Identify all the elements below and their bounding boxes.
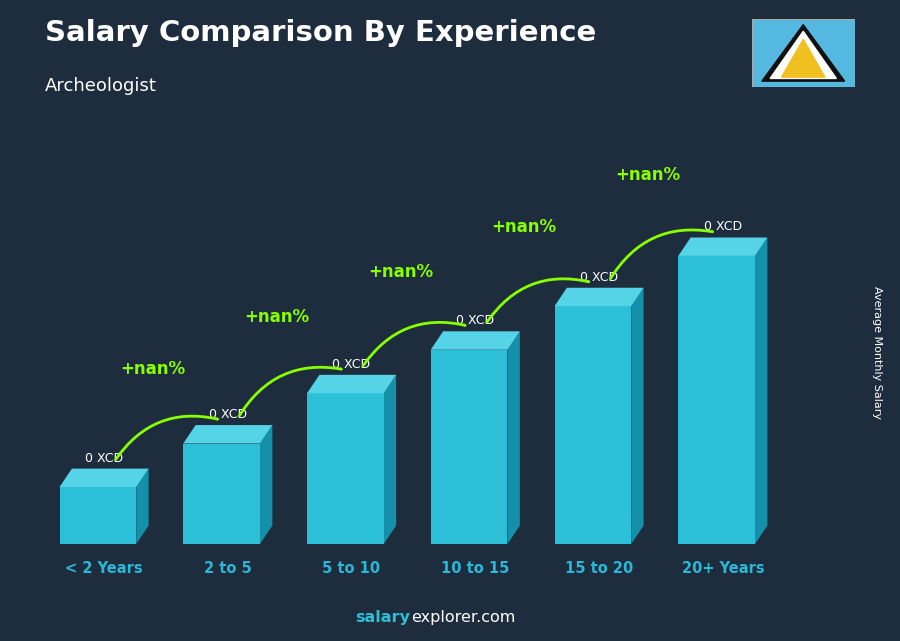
FancyArrowPatch shape xyxy=(487,279,589,322)
Polygon shape xyxy=(136,469,149,544)
Text: 0 XCD: 0 XCD xyxy=(580,271,618,284)
Polygon shape xyxy=(631,288,644,544)
FancyArrowPatch shape xyxy=(610,230,713,279)
Text: +nan%: +nan% xyxy=(616,166,680,184)
Bar xyxy=(679,256,755,544)
Text: +nan%: +nan% xyxy=(491,218,557,236)
Text: salary: salary xyxy=(355,610,410,625)
Text: 0 XCD: 0 XCD xyxy=(456,314,494,328)
Polygon shape xyxy=(431,331,520,350)
Text: 0 XCD: 0 XCD xyxy=(332,358,371,371)
Text: +nan%: +nan% xyxy=(121,360,185,378)
Text: explorer.com: explorer.com xyxy=(411,610,516,625)
Text: 0 XCD: 0 XCD xyxy=(704,221,742,233)
Bar xyxy=(59,487,136,544)
Text: +nan%: +nan% xyxy=(368,263,433,281)
Text: Salary Comparison By Experience: Salary Comparison By Experience xyxy=(45,19,596,47)
Text: 10 to 15: 10 to 15 xyxy=(441,561,509,576)
Polygon shape xyxy=(508,331,520,544)
Polygon shape xyxy=(781,40,825,77)
Text: 5 to 10: 5 to 10 xyxy=(322,561,381,576)
Polygon shape xyxy=(383,375,396,544)
FancyArrowPatch shape xyxy=(363,322,465,366)
Text: 15 to 20: 15 to 20 xyxy=(565,561,634,576)
Text: +nan%: +nan% xyxy=(244,308,310,326)
Bar xyxy=(554,306,631,544)
Text: 0 XCD: 0 XCD xyxy=(209,408,247,421)
Polygon shape xyxy=(260,425,273,544)
Polygon shape xyxy=(554,288,644,306)
Text: Average Monthly Salary: Average Monthly Salary xyxy=(872,286,883,419)
FancyArrowPatch shape xyxy=(115,416,218,460)
Bar xyxy=(307,394,383,544)
Polygon shape xyxy=(761,24,844,81)
Text: 20+ Years: 20+ Years xyxy=(681,561,764,576)
Bar xyxy=(184,444,260,544)
FancyArrowPatch shape xyxy=(239,367,341,416)
Polygon shape xyxy=(679,238,768,256)
Text: < 2 Years: < 2 Years xyxy=(65,561,143,576)
Polygon shape xyxy=(307,375,396,394)
Text: 2 to 5: 2 to 5 xyxy=(204,561,252,576)
Polygon shape xyxy=(770,31,836,78)
Polygon shape xyxy=(184,425,273,444)
Text: 0 XCD: 0 XCD xyxy=(85,452,123,465)
Polygon shape xyxy=(59,469,148,487)
Bar xyxy=(431,350,508,544)
Polygon shape xyxy=(755,238,768,544)
Text: Archeologist: Archeologist xyxy=(45,77,157,95)
